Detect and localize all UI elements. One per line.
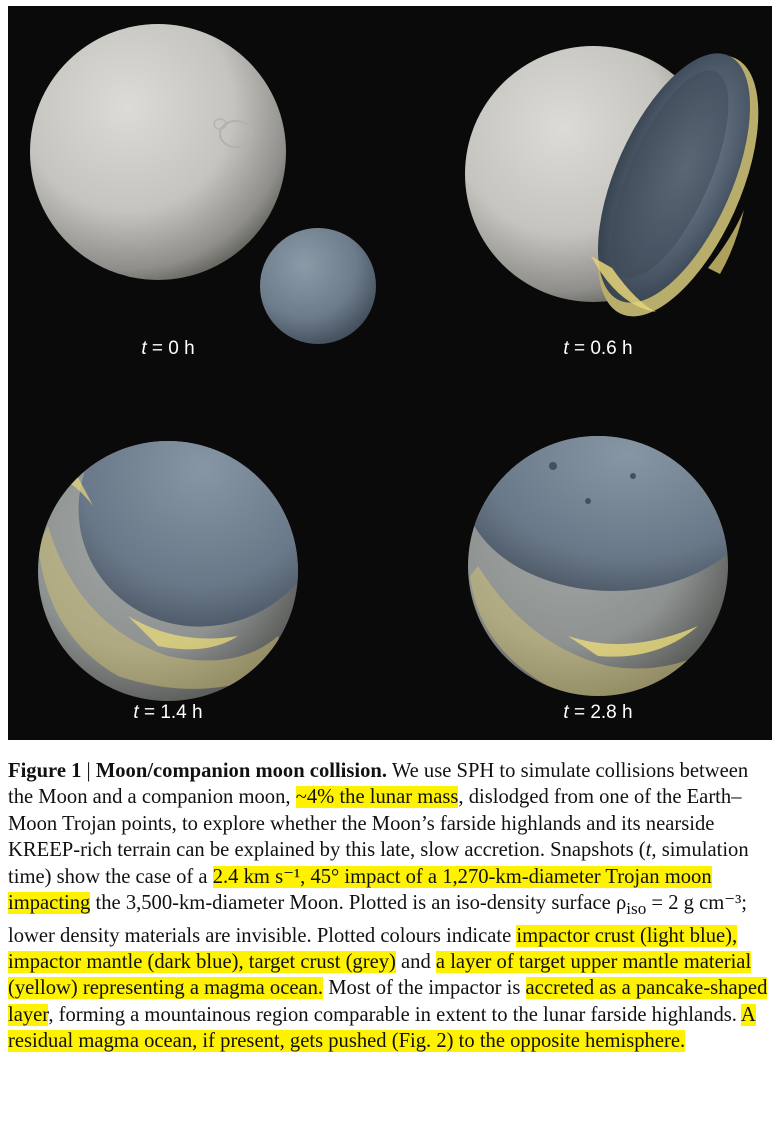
time-label: t = 0 h xyxy=(141,338,194,359)
crater-mark xyxy=(219,120,253,148)
figure-label: Figure 1 xyxy=(8,760,82,782)
caption-text: , dislodged from one of the Earth–Moon T… xyxy=(8,786,742,862)
crater-mark xyxy=(585,498,591,504)
time-label: t = 2.8 h xyxy=(563,702,632,723)
magma-ocean-band xyxy=(708,210,744,274)
magma-ocean-band xyxy=(38,526,288,689)
pancake-inner xyxy=(611,70,729,278)
caption-separator: | xyxy=(81,760,96,782)
target-moon xyxy=(30,24,286,280)
time-label: t = 0.6 h xyxy=(563,338,632,359)
magma-ocean-band xyxy=(568,626,698,657)
caption-text: the 3,500-km-diameter Moon. Plotted is a… xyxy=(90,892,627,915)
crater-mark xyxy=(549,462,557,470)
caption-text: Most of the impactor is xyxy=(323,977,526,1000)
impactor-layer xyxy=(468,436,728,591)
caption-text: = 2 g cm⁻³; lower density materials are … xyxy=(8,892,748,947)
caption-text: , simulation time) show the case of a xyxy=(8,839,749,888)
impactor-moon xyxy=(260,228,376,344)
magma-ocean-band xyxy=(470,566,723,696)
caption-var: t xyxy=(645,839,652,862)
figure-caption: Figure 1 | Moon/companion moon collision… xyxy=(8,758,774,1055)
simulation-figure: t = 0 h t = 0.6 h t = 1.4 h xyxy=(8,6,772,740)
figure-title: Moon/companion moon collision. xyxy=(95,760,388,782)
panel-t1.4: t = 1.4 h xyxy=(38,441,298,723)
crater-mark xyxy=(213,118,227,130)
caption-subscript: iso xyxy=(626,899,647,919)
magma-ocean-band xyxy=(128,616,238,650)
snapshots-svg: t = 0 h t = 0.6 h t = 1.4 h xyxy=(30,24,759,723)
caption-text: , forming a mountainous region comparabl… xyxy=(48,1003,741,1026)
crater-mark xyxy=(630,473,636,479)
caption-text: and xyxy=(395,950,436,973)
highlight: ~4% the lunar mass xyxy=(295,786,459,809)
caption-text: We use SPH to simulate collisions betwee… xyxy=(8,760,749,809)
magma-ocean-band xyxy=(591,256,656,312)
panel-t2.8: t = 2.8 h xyxy=(468,436,728,723)
time-label: t = 1.4 h xyxy=(133,702,202,723)
panel-t0: t = 0 h xyxy=(30,24,376,359)
panel-t0.6: t = 0.6 h xyxy=(465,46,759,359)
